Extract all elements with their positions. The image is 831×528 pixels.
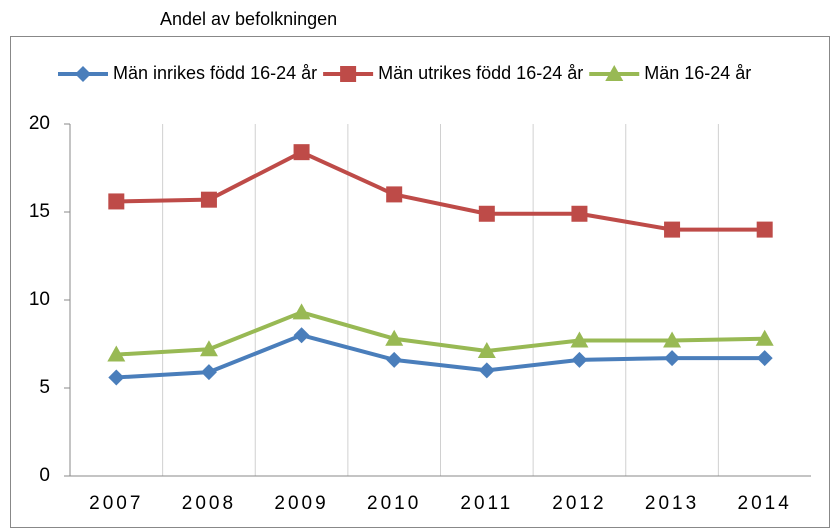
series-line bbox=[116, 310, 765, 357]
marker bbox=[293, 144, 310, 161]
y-tick-label: 15 bbox=[29, 201, 50, 222]
marker bbox=[664, 350, 681, 367]
marker bbox=[385, 329, 404, 346]
marker bbox=[571, 351, 588, 368]
x-tick-label: 2014 bbox=[738, 493, 792, 514]
marker bbox=[386, 351, 403, 368]
marker bbox=[340, 66, 357, 82]
x-tick-label: 2011 bbox=[460, 493, 513, 514]
y-tick-label: 20 bbox=[29, 113, 50, 134]
series-line bbox=[116, 150, 765, 232]
marker bbox=[107, 345, 126, 362]
x-tick-label: 2008 bbox=[182, 493, 236, 514]
y-tick-label: 0 bbox=[39, 465, 50, 486]
marker bbox=[200, 191, 217, 208]
marker bbox=[478, 205, 495, 222]
x-tick-label: 2013 bbox=[645, 493, 699, 514]
marker bbox=[386, 186, 403, 203]
x-tick-label: 2009 bbox=[274, 493, 328, 514]
marker bbox=[75, 66, 91, 82]
x-tick-label: 2012 bbox=[552, 493, 606, 514]
legend-label: Män utrikes född 16-24 år bbox=[378, 63, 583, 83]
marker bbox=[571, 205, 588, 222]
marker bbox=[756, 221, 773, 238]
marker bbox=[108, 369, 125, 386]
x-tick-label: 2010 bbox=[367, 493, 421, 514]
y-tick-label: 5 bbox=[39, 377, 50, 398]
legend-label: Män 16-24 år bbox=[644, 63, 751, 83]
series-line bbox=[116, 333, 765, 380]
marker bbox=[478, 362, 495, 379]
x-tick-label: 2007 bbox=[89, 493, 143, 514]
marker bbox=[756, 350, 773, 367]
chart-border bbox=[10, 36, 830, 528]
marker bbox=[292, 303, 311, 320]
marker bbox=[199, 340, 218, 357]
y-tick-label: 10 bbox=[29, 289, 50, 310]
marker bbox=[293, 327, 310, 344]
marker bbox=[108, 193, 125, 210]
legend-label: Män inrikes född 16-24 år bbox=[113, 63, 317, 83]
marker bbox=[755, 329, 774, 346]
marker bbox=[477, 342, 496, 359]
chart-title: Andel av befolkningen bbox=[160, 9, 337, 29]
marker bbox=[200, 364, 217, 381]
marker bbox=[570, 331, 589, 348]
marker bbox=[605, 65, 624, 81]
marker bbox=[664, 221, 681, 238]
marker bbox=[663, 331, 682, 348]
